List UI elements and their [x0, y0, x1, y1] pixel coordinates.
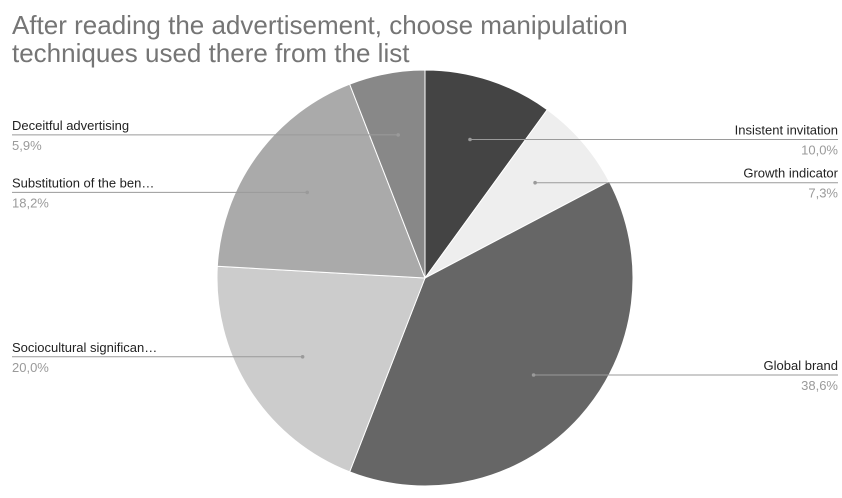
slice-label-growth-indicator: Growth indicator [743, 166, 838, 181]
pie-labels: Insistent invitation 10,0% Growth indicato… [12, 118, 839, 393]
leader-dot-substitution-of-the-ben [305, 190, 310, 195]
slice-label-insistent-invitation: Insistent invitation [735, 123, 838, 138]
chart-title-line-1: After reading the advertisement, choose … [12, 10, 628, 40]
slice-label-sociocultural-significan: Sociocultural significan… [12, 340, 157, 355]
slice-percent-deceitful-advertising: 5,9% [12, 138, 42, 153]
leader-dot-growth-indicator [533, 180, 537, 185]
pie-slice-insistent-invitation [424, 69, 548, 280]
pie-slices [216, 69, 634, 487]
chart-title-line-2: techniques used there from the list [12, 38, 410, 68]
pie-slice-substitution-of-the-ben [216, 83, 426, 279]
leader-dot-deceitful-advertising [396, 133, 401, 137]
leader-dot-sociocultural-significan [300, 355, 305, 359]
slice-label-deceitful-advertising: Deceitful advertising [12, 118, 129, 133]
slice-percent-growth-indicator: 7,3% [808, 186, 838, 201]
leader-dot-global-brand [531, 373, 536, 377]
slice-label-global-brand: Global brand [764, 358, 838, 373]
pie-slice-deceitful-advertising [349, 69, 426, 279]
slice-label-substitution-of-the-ben: Substitution of the ben… [12, 175, 154, 190]
slice-percent-global-brand: 38,6% [801, 378, 838, 393]
pie-slice-global-brand [349, 180, 634, 487]
pie-slice-sociocultural-significan [216, 265, 426, 473]
slice-percent-sociocultural-significan: 20,0% [12, 360, 49, 375]
slice-percent-insistent-invitation: 10,0% [801, 143, 838, 158]
slice-percent-substitution-of-the-ben: 18,2% [12, 195, 49, 210]
leader-dot-insistent-invitation [468, 137, 472, 142]
